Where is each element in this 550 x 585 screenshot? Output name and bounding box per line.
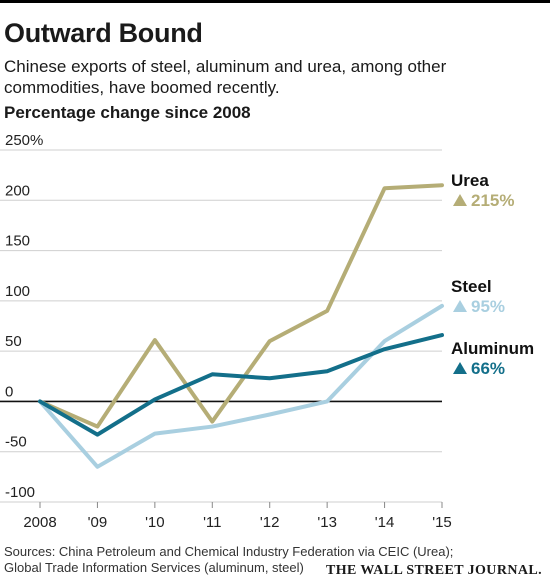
series-name-urea: Urea bbox=[451, 171, 489, 190]
up-triangle-icon bbox=[453, 194, 467, 206]
x-tick-labels: 2008 '09 '10 '11 '12 '13 '14 '15 bbox=[23, 502, 452, 531]
chart-title: Outward Bound bbox=[4, 18, 203, 48]
up-triangle-icon bbox=[453, 300, 467, 312]
top-rule bbox=[0, 0, 550, 3]
publisher-logo: THE WALL STREET JOURNAL. bbox=[325, 563, 542, 578]
y-tick-label: 150 bbox=[5, 233, 30, 250]
series-line-aluminum bbox=[38, 333, 444, 437]
series-name-steel: Steel bbox=[451, 277, 492, 296]
series-change-steel: 95% bbox=[471, 297, 505, 316]
x-tick-label: '09 bbox=[88, 514, 108, 531]
y-tick-label: 100 bbox=[5, 283, 30, 300]
sources-note: Sources: China Petroleum and Chemical In… bbox=[4, 544, 454, 575]
y-tick-labels: 250% 200 150 100 50 0 -50 -100 bbox=[5, 132, 43, 501]
chart-subtitle: Chinese exports of steel, aluminum and u… bbox=[4, 57, 447, 97]
y-tick-label: 250% bbox=[5, 132, 43, 149]
series-line-urea bbox=[38, 183, 444, 429]
x-tick-label: '15 bbox=[432, 514, 452, 531]
x-tick-label: '12 bbox=[260, 514, 280, 531]
y-tick-label: -100 bbox=[5, 484, 35, 501]
y-tick-label: -50 bbox=[5, 434, 27, 451]
x-tick-label: '14 bbox=[375, 514, 395, 531]
y-tick-label: 50 bbox=[5, 333, 22, 350]
x-tick-label: '11 bbox=[203, 514, 221, 531]
series-line-steel bbox=[38, 303, 444, 469]
y-axis-label: Percentage change since 2008 bbox=[4, 103, 251, 122]
grid-lines bbox=[0, 149, 442, 503]
x-tick-label: 2008 bbox=[23, 514, 56, 531]
y-tick-label: 0 bbox=[5, 383, 13, 400]
x-tick-label: '13 bbox=[317, 514, 337, 531]
series-change-urea: 215% bbox=[471, 191, 514, 210]
x-tick-label: '10 bbox=[145, 514, 165, 531]
up-triangle-icon bbox=[453, 362, 467, 374]
series-lines bbox=[38, 183, 444, 469]
series-name-aluminum: Aluminum bbox=[451, 339, 534, 358]
y-tick-label: 200 bbox=[5, 182, 30, 199]
series-change-aluminum: 66% bbox=[471, 359, 505, 378]
